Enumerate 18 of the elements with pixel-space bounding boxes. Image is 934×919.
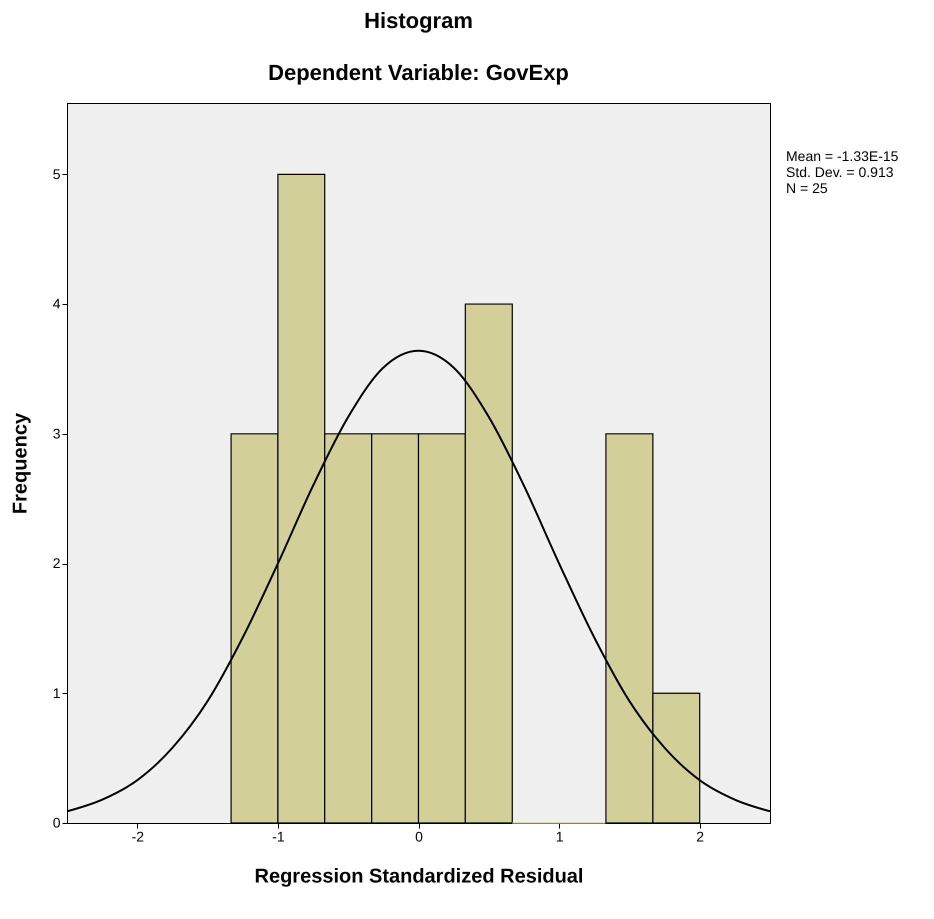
chart-title: Histogram (364, 8, 473, 33)
x-tick-label: -1 (272, 828, 285, 844)
x-tick-label: 0 (415, 828, 424, 844)
chart-subtitle: Dependent Variable: GovExp (268, 60, 569, 85)
y-axis-title: Frequency (10, 412, 32, 514)
text: Std. Dev. = 0.913 (786, 164, 895, 180)
x-tick-label: 2 (696, 828, 704, 844)
x-tick-label: 1 (556, 828, 564, 844)
y-tick-label: 1 (52, 684, 61, 701)
y-tick-label: 3 (52, 425, 61, 442)
y-tick-label: 2 (52, 555, 61, 572)
text: Mean = -1.33E-15 (786, 148, 898, 164)
x-axis-title: Regression Standardized Residual (254, 866, 584, 888)
text: N = 25 (786, 180, 829, 196)
x-tick-label: -2 (132, 828, 144, 844)
y-tick-label: 5 (52, 166, 61, 182)
y-tick-label: 4 (52, 296, 61, 312)
y-tick-label: 0 (52, 814, 61, 830)
